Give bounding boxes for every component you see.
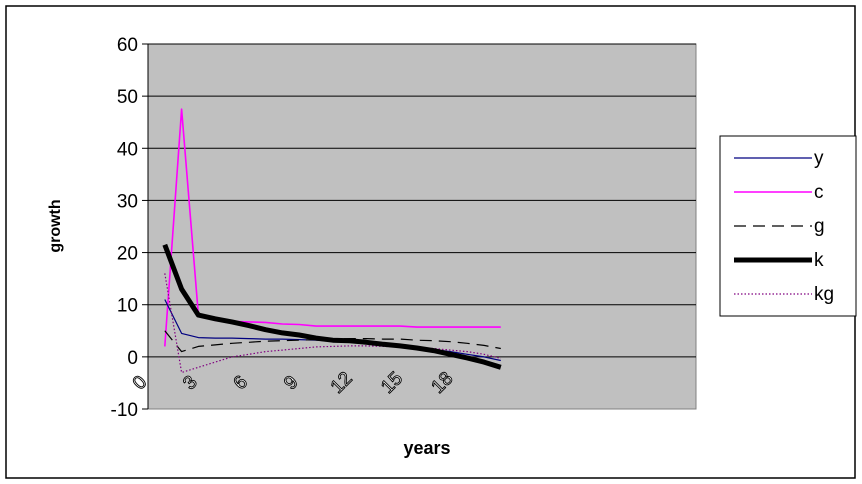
- y-tick-label: -10: [111, 400, 138, 421]
- y-axis-label: growth: [47, 199, 64, 252]
- y-tick-label: 60: [117, 35, 138, 56]
- series-line-k: [162, 243, 502, 370]
- legend-label-c: c: [814, 182, 824, 203]
- y-tick-label: 40: [117, 139, 138, 160]
- plot-background: [147, 43, 697, 410]
- plot-layer: [147, 43, 697, 410]
- legend-label-k: k: [814, 250, 824, 271]
- legend-label-y: y: [814, 148, 824, 169]
- y-tick-label: 0: [127, 348, 138, 369]
- legend-label-kg: kg: [814, 284, 834, 305]
- series-layer: [162, 108, 502, 374]
- y-tick-label: 50: [117, 87, 138, 108]
- y-tick-label: 10: [117, 296, 138, 317]
- x-axis-label: years: [403, 438, 450, 458]
- legend-label-g: g: [814, 216, 825, 237]
- y-tick-label: 30: [117, 191, 138, 212]
- y-tick-label: 20: [117, 244, 138, 265]
